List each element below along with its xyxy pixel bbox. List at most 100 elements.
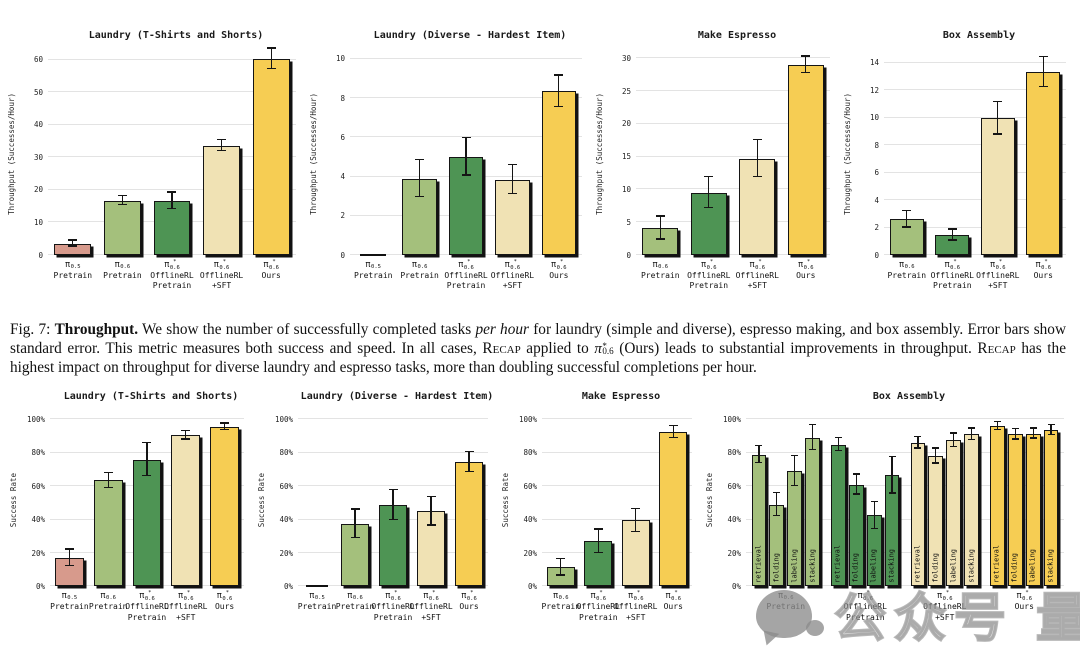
y-tick-label: 80%	[523, 448, 537, 458]
bar-slot: labeling	[1024, 414, 1042, 587]
chart-success-espresso: Make Espresso Success Rate 0% 20% 40% 60% 80% 1…	[498, 391, 702, 638]
bar	[252, 58, 290, 255]
error-bar-cap	[1047, 434, 1055, 436]
bar-label: π * 0.6 Ours	[549, 259, 568, 281]
policy-label-line: OfflineRL	[409, 602, 453, 612]
bar-label: π * 0.6 OfflineRL +SFT	[736, 259, 779, 292]
y-tick-label: 80%	[279, 448, 293, 458]
policy-label-line: +SFT	[988, 281, 1008, 291]
y-axis-label: Success Rate	[8, 473, 18, 528]
error-bar-cap	[426, 524, 436, 526]
error-bar	[758, 446, 760, 463]
y-tick-label: 100%	[26, 414, 45, 424]
policy-label-line: OfflineRL	[576, 602, 620, 612]
chart-title: Make Espresso	[581, 391, 661, 403]
error-bar	[72, 240, 74, 247]
bar: stacking	[1043, 430, 1059, 587]
error-bar-cap	[142, 441, 152, 443]
error-bar	[776, 492, 778, 517]
bar-label: π 0.5 Pretrain	[50, 591, 89, 612]
policy-label-line: Pretrain	[578, 612, 618, 622]
error-bar-cap	[932, 462, 940, 464]
y-tick-label: 40%	[279, 514, 293, 524]
bar-task-label: folding	[1010, 552, 1019, 583]
pi-glyph: π	[700, 260, 707, 270]
error-bar-cap	[1011, 428, 1019, 430]
throughput-charts-row: Laundry (T-Shirts and Shorts) Throughput …	[0, 0, 1080, 307]
bar	[104, 200, 141, 255]
error-bar	[951, 229, 953, 241]
y-tick-label: 10	[335, 54, 345, 64]
error-bar-cap	[217, 139, 227, 141]
policy-label-line: Pretrain	[50, 601, 89, 611]
policy-symbol: π * 0.6	[177, 590, 194, 602]
bar-task-label: labeling	[869, 548, 878, 583]
policy-symbol: π 0.6	[652, 260, 669, 270]
error-bar-cap	[755, 461, 763, 463]
error-bar-cap	[68, 245, 78, 247]
error-bar	[811, 425, 814, 451]
error-bar-cap	[181, 429, 191, 432]
error-bar-cap	[993, 420, 1001, 422]
chart-title: Box Assembly	[872, 391, 946, 403]
pi-glyph: π	[552, 591, 559, 602]
chart-title: Laundry (Diverse - Hardest Item)	[373, 30, 567, 41]
error-bar	[1050, 425, 1052, 436]
policy-symbol: π * 0.6	[944, 259, 961, 271]
y-tick-label: 0%	[283, 581, 293, 591]
policy-symbol: π * 0.6	[1016, 590, 1033, 602]
policy-label-line: Pretrain	[88, 601, 128, 611]
y-tick-label: 60%	[279, 481, 293, 491]
gridline	[884, 199, 1066, 201]
error-bar-cap	[1029, 427, 1037, 429]
figure-caption: Fig. 7: Throughput. We show the number o…	[10, 321, 1066, 377]
pi-glyph: π	[504, 260, 510, 270]
y-tick-label: 60%	[31, 481, 45, 491]
bar: stacking	[964, 434, 979, 587]
bar-label: π * 0.6 OfflineRL +SFT	[976, 259, 1019, 292]
policy-label-line: OfflineRL	[371, 602, 415, 612]
error-bar	[794, 456, 796, 487]
bar-slot: π * 0.6 OfflineRL +SFT	[197, 53, 247, 290]
error-bar	[906, 211, 908, 228]
pi-glyph: π	[139, 591, 145, 602]
policy-label-line: Pretrain	[353, 270, 393, 280]
policy-label-line: Ours	[663, 602, 683, 612]
y-tick-label: 4	[340, 171, 345, 181]
bar-label: π 0.5 Pretrain	[354, 260, 393, 281]
error-bar-cap	[870, 527, 878, 529]
plot-area: π 0.5 Pretrain π 0.6 Pretrain π * 0.6 OfflineRL Pr…	[50, 414, 244, 622]
error-bar-cap	[64, 548, 74, 550]
bar-slot: π * 0.6 OfflineRL Pretrain	[147, 53, 197, 290]
y-tick-label: 2	[874, 222, 879, 232]
policy-symbol: π 0.5	[309, 591, 325, 602]
caption-segment: has the highest impact on throughput for…	[10, 339, 1066, 376]
y-tick-label: 40%	[523, 514, 537, 524]
y-tick-label: 60	[33, 54, 43, 64]
error-bar	[672, 426, 674, 438]
policy-label-line: Pretrain	[127, 612, 167, 622]
bar-slot: π 0.6 Pretrain	[336, 414, 374, 611]
y-axis-label: Throughput (Successes/Hour)	[842, 93, 852, 215]
error-bar	[68, 549, 71, 567]
gridline	[636, 90, 830, 92]
bar-slot: retrieval	[750, 414, 768, 587]
policy-label-line: Pretrain	[640, 270, 680, 280]
y-tick-label: 100%	[722, 414, 741, 424]
bar: folding	[769, 504, 785, 587]
error-bar-cap	[809, 424, 817, 426]
gridline	[48, 58, 296, 60]
chart-success-laundry-diverse: Laundry (Diverse - Hardest Item) Success …	[254, 391, 498, 638]
policy-label-line: Pretrain	[152, 281, 192, 291]
bar-slot: π * 0.6 Ours	[205, 414, 244, 611]
policy-label-line: Pretrain	[335, 601, 375, 611]
error-bar-cap	[593, 551, 603, 554]
error-bar-cap	[834, 449, 842, 452]
bar-task-label: retrieval	[913, 544, 922, 583]
bar: folding	[1007, 434, 1023, 587]
bar-slot: stacking	[883, 414, 901, 587]
bar-label: π * 0.6 OfflineRL Pretrain	[371, 591, 414, 623]
chart-throughput-box: Box Assembly Throughput (Successes/Hour) 0…	[840, 30, 1076, 307]
bar-slot: π * 0.6 OfflineRL +SFT	[164, 414, 207, 622]
bar-label: π * 0.6 Ours	[664, 591, 683, 612]
